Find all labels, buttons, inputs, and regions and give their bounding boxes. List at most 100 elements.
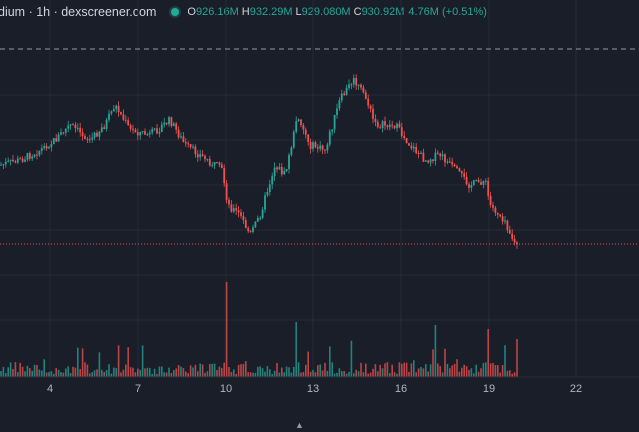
candle-body [298,119,300,121]
volume-bar [497,365,499,377]
volume-bar [99,352,101,377]
candle-body [271,176,273,184]
volume-bar [149,368,151,377]
candle-body [355,78,357,86]
volume-bar [0,371,2,377]
x-tick-label: 19 [483,383,495,395]
candle-body [3,164,5,165]
volume-bar [257,367,259,377]
candle-body [288,155,290,169]
volume-bar [423,368,425,377]
candle-body [91,138,93,140]
volume-bar [495,365,497,377]
volume-bar [82,348,84,377]
candle-body [39,151,41,156]
volume-bars [0,282,518,377]
candle-body [197,154,199,157]
candle-body [348,84,350,88]
candle-body [300,119,302,125]
candle-body [226,183,228,200]
volume-bar [516,339,518,377]
candle-body [396,124,398,129]
volume-bar [389,373,391,377]
candle-body [435,153,437,161]
candle-body [161,125,163,132]
candle-body [77,128,79,129]
candle-body [190,144,192,147]
volume-bar [144,368,146,377]
candle-body [269,184,271,192]
volume-bar [353,373,355,377]
candle-body [15,161,17,162]
volume-bar [403,363,405,377]
volume-bar [187,373,189,377]
candle-body [214,162,216,165]
volume-bar [276,363,278,377]
volume-bar [252,373,254,377]
volume-bar [91,372,93,377]
candle-body [336,108,338,115]
candle-body [370,106,372,109]
candle-body [279,167,281,169]
candle-body [276,167,278,169]
candle-body [312,142,314,149]
candle-body [382,121,384,128]
candle-body [499,215,501,217]
volume-bar [243,364,245,377]
volume-bar [7,367,9,377]
volume-bar [120,372,122,377]
candle-body [55,138,57,141]
candle-body [379,127,381,128]
chevron-up-icon[interactable]: ▲ [295,420,304,430]
volume-bar [211,364,213,377]
volume-bar [499,373,501,377]
candle-body [317,147,319,148]
volume-bar [451,366,453,377]
candle-body [233,208,235,211]
volume-bar [394,372,396,377]
candle-body [187,143,189,144]
candle-body [384,121,386,125]
volume-bar [468,370,470,377]
candle-body [425,161,427,162]
candle-body [127,120,129,125]
candle-body [257,218,259,222]
candle-body [24,160,26,162]
candle-body [243,216,245,220]
candle-body [31,157,33,159]
volume-bar [454,364,456,377]
volume-bar [281,368,283,377]
volume-bar [514,372,516,377]
volume-bar [159,367,161,377]
volume-bar [29,368,31,377]
candle-body [111,111,113,113]
volume-bar [111,374,113,377]
volume-bar [300,373,302,377]
volume-bar [161,366,163,377]
candle-body [466,177,468,184]
volume-bar [485,362,487,377]
x-tick-label: 4 [47,383,53,395]
candle-body [315,142,317,147]
candle-body [147,134,149,135]
volume-bar [87,365,89,377]
volume-bar [226,282,228,377]
candle-body [70,124,72,125]
volume-bar [118,345,120,377]
candle-body [149,133,151,135]
volume-bar [58,370,60,377]
candle-body [331,129,333,131]
time-axis[interactable]: 4 7 10 13 16 19 22 [47,383,582,395]
volume-bar [439,366,441,377]
volume-bar [427,372,429,377]
volume-bar [185,372,187,377]
candle-body [72,124,74,125]
volume-bar [77,348,79,377]
candle-body [132,129,134,130]
candle-body [180,136,182,137]
candle-body [139,132,141,135]
candle-body [63,132,65,133]
candle-body [281,167,283,174]
candle-body [490,196,492,205]
